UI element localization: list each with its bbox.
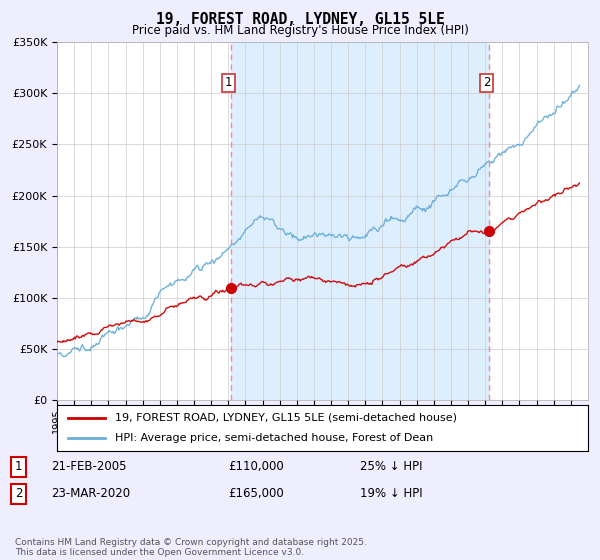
Text: 25% ↓ HPI: 25% ↓ HPI (360, 460, 422, 473)
Text: 1: 1 (224, 77, 232, 90)
Text: 23-MAR-2020: 23-MAR-2020 (51, 487, 130, 500)
Text: 21-FEB-2005: 21-FEB-2005 (51, 460, 127, 473)
Text: Contains HM Land Registry data © Crown copyright and database right 2025.
This d: Contains HM Land Registry data © Crown c… (15, 538, 367, 557)
Text: £165,000: £165,000 (228, 487, 284, 500)
Text: Price paid vs. HM Land Registry's House Price Index (HPI): Price paid vs. HM Land Registry's House … (131, 24, 469, 36)
Text: £110,000: £110,000 (228, 460, 284, 473)
Text: 1: 1 (15, 460, 23, 473)
Text: 19, FOREST ROAD, LYDNEY, GL15 5LE: 19, FOREST ROAD, LYDNEY, GL15 5LE (155, 12, 445, 27)
Text: 2: 2 (15, 487, 23, 500)
Text: 19% ↓ HPI: 19% ↓ HPI (360, 487, 422, 500)
Text: 2: 2 (482, 77, 490, 90)
Bar (231, 42, 489, 400)
Text: HPI: Average price, semi-detached house, Forest of Dean: HPI: Average price, semi-detached house,… (115, 433, 434, 443)
Text: 19, FOREST ROAD, LYDNEY, GL15 5LE (semi-detached house): 19, FOREST ROAD, LYDNEY, GL15 5LE (semi-… (115, 413, 457, 423)
